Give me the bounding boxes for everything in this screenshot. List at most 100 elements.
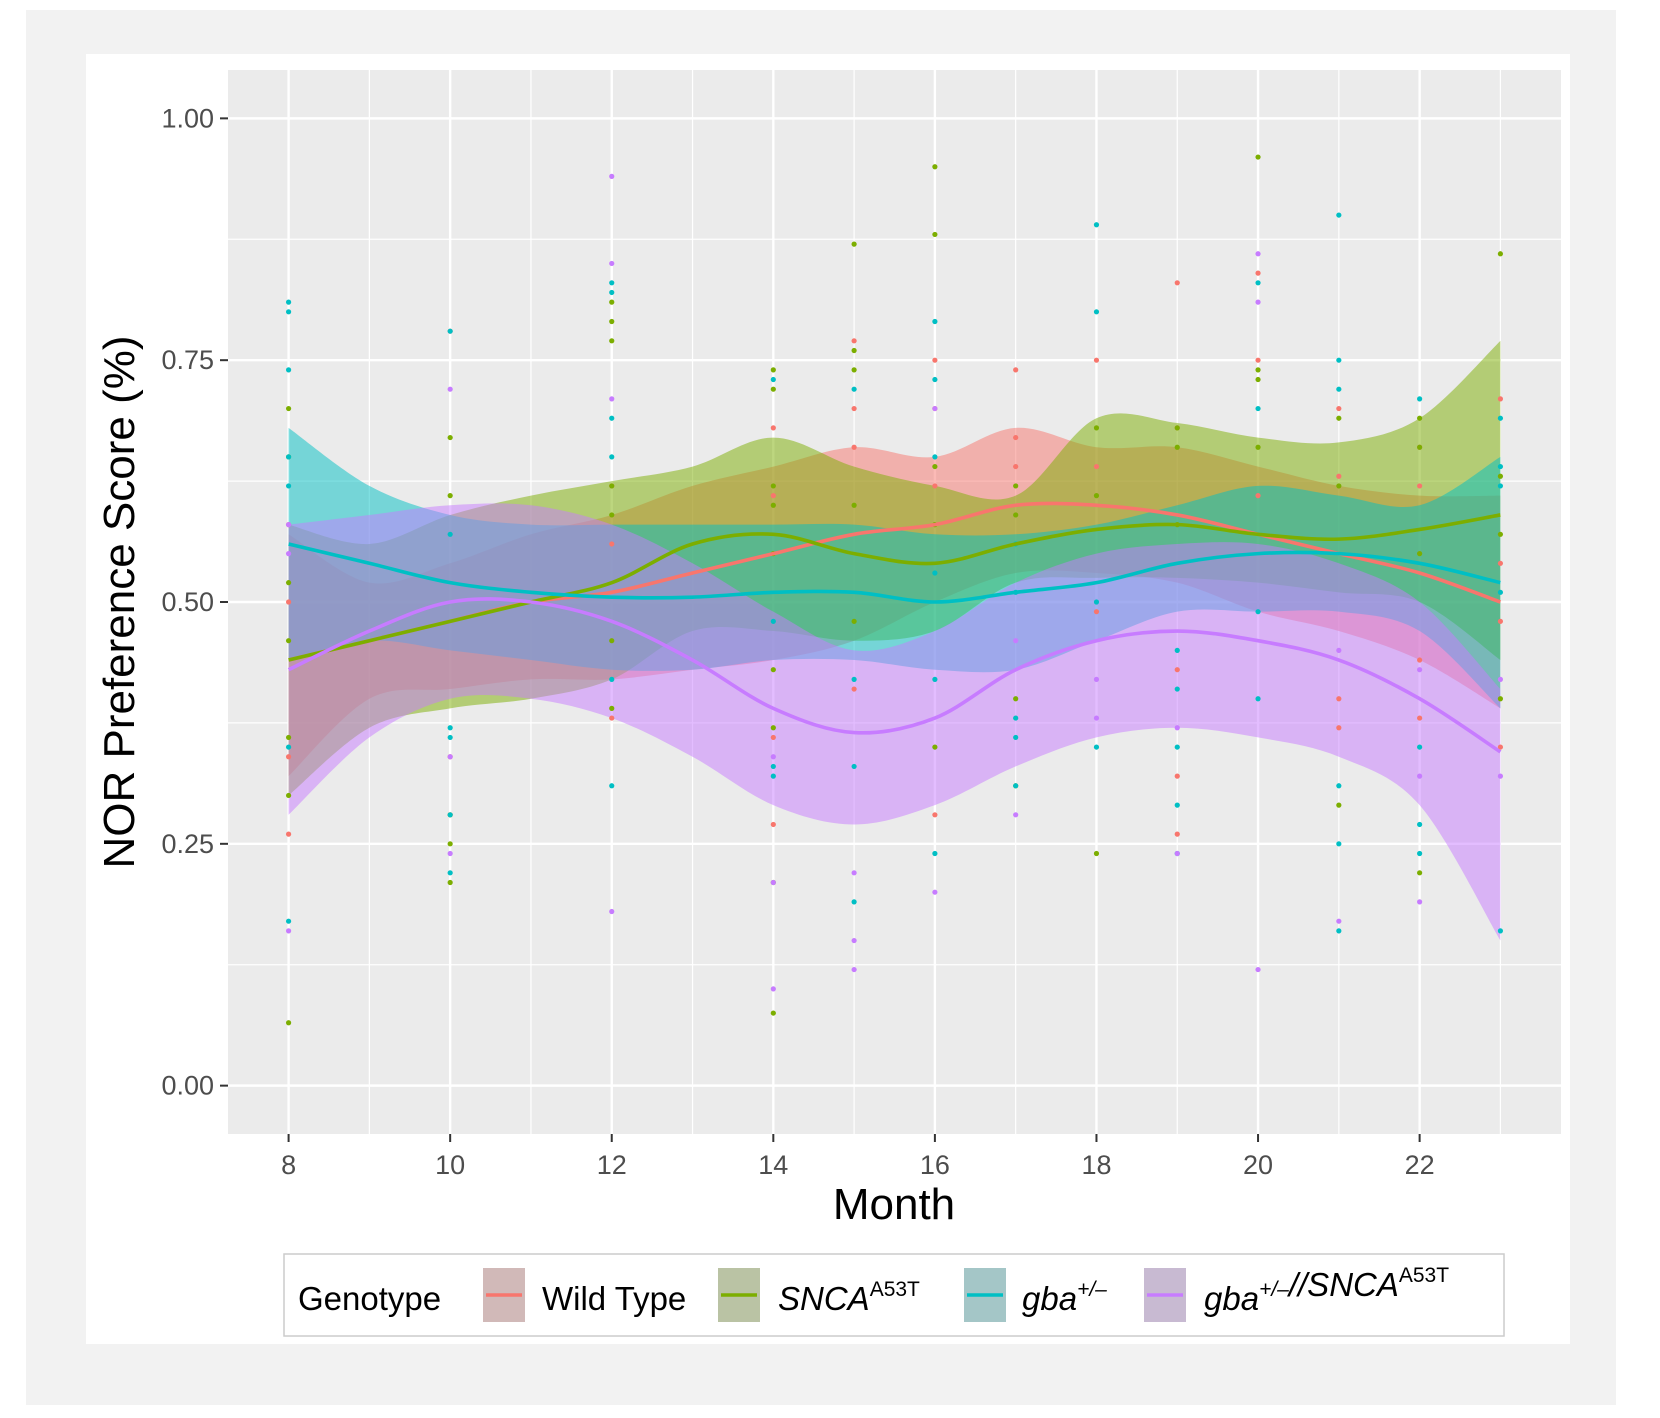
legend-item-series-3: gba+/–	[964, 1268, 1107, 1322]
data-point-series-3	[1013, 715, 1019, 721]
x-tick-label: 12	[597, 1150, 627, 1180]
data-point-series-2	[1336, 415, 1342, 421]
data-point-series-2	[1255, 154, 1261, 160]
data-point-series-3	[1013, 783, 1019, 789]
data-point-series-4	[285, 551, 292, 557]
data-point-series-2	[1013, 696, 1019, 702]
data-point-series-2	[609, 483, 615, 489]
data-point-series-3	[1417, 821, 1423, 828]
data-point-series-4	[932, 889, 938, 895]
data-point-series-2	[285, 792, 292, 799]
data-point-series-4	[1417, 899, 1423, 905]
data-point-series-3	[770, 763, 776, 770]
legend-title: Genotype	[298, 1280, 441, 1317]
data-point-series-3	[1093, 744, 1100, 750]
data-point-series-2	[851, 347, 857, 354]
y-axis: 0.00 0.25 0.50 0.75 1.00	[161, 103, 228, 1101]
data-point-series-2	[285, 1020, 292, 1026]
data-point-series-3	[447, 531, 453, 537]
legend-label-part: gba	[1022, 1280, 1077, 1317]
data-point-series-1	[932, 483, 938, 489]
data-point-series-3	[1255, 696, 1261, 702]
data-point-series-1	[1174, 280, 1180, 286]
data-point-series-1	[1497, 618, 1504, 624]
data-point-series-3	[1336, 928, 1342, 934]
data-point-series-1	[851, 405, 857, 412]
smooth-line-series-3	[288, 542, 1501, 604]
data-point-series-1	[1336, 725, 1342, 731]
data-point-series-2	[447, 879, 453, 886]
data-point-series-3	[285, 454, 292, 460]
data-point-series-3	[932, 850, 938, 857]
data-point-series-2	[1497, 473, 1504, 479]
data-point-series-3	[609, 415, 615, 421]
data-point-series-3	[285, 367, 292, 373]
data-point-series-4	[851, 966, 857, 973]
y-tick-label: 0.00	[161, 1071, 214, 1101]
legend-label-part: +/–	[1077, 1278, 1107, 1301]
data-point-series-4	[851, 870, 857, 876]
data-point-series-2	[1255, 444, 1261, 450]
data-point-series-4	[1093, 715, 1100, 721]
data-point-series-4	[1255, 251, 1261, 257]
data-point-series-3	[770, 773, 776, 779]
data-point-series-4	[851, 937, 857, 944]
data-point-series-4	[447, 386, 453, 392]
data-point-series-2	[285, 405, 292, 412]
data-point-series-3	[1093, 309, 1100, 315]
data-point-series-3	[447, 328, 453, 334]
data-point-series-3	[1417, 396, 1423, 402]
legend: Genotype Wild Type SNCA A53T gba+/– gba+/– //…	[283, 1253, 1505, 1337]
data-point-series-3	[1497, 483, 1504, 489]
data-point-series-3	[285, 918, 292, 924]
data-point-series-3	[1336, 783, 1342, 789]
data-point-series-2	[1336, 483, 1342, 489]
data-point-series-1	[1013, 463, 1019, 470]
data-point-series-3	[770, 376, 776, 383]
confidence-bands	[288, 340, 1501, 941]
data-point-series-2	[770, 386, 776, 392]
data-point-series-2	[1013, 483, 1019, 489]
data-point-series-1	[1255, 270, 1261, 276]
x-tick-label: 14	[758, 1150, 788, 1180]
data-point-series-4	[609, 260, 615, 267]
data-point-series-2	[447, 434, 453, 441]
data-point-series-2	[770, 725, 776, 731]
data-point-series-2	[285, 734, 292, 741]
data-point-series-4	[1336, 918, 1342, 924]
data-point-series-2	[609, 299, 615, 305]
data-point-series-3	[609, 454, 615, 460]
data-point-series-4	[1013, 638, 1019, 644]
data-point-series-1	[770, 425, 776, 431]
data-point-series-2	[1174, 444, 1180, 450]
data-point-series-3	[285, 483, 292, 489]
data-point-series-4	[1417, 667, 1423, 673]
data-point-series-4	[1336, 647, 1342, 653]
data-point-series-3	[851, 763, 857, 770]
data-point-series-3	[1336, 841, 1342, 847]
data-point-series-1	[609, 715, 615, 721]
data-point-series-1	[1497, 396, 1504, 402]
data-point-series-4	[1174, 725, 1180, 731]
x-axis: 8 10 12 14 16 18 20 22	[281, 1134, 1435, 1180]
data-point-series-3	[1497, 928, 1504, 934]
x-tick-label: 18	[1081, 1150, 1111, 1180]
data-point-series-2	[1417, 415, 1423, 421]
legend-label-part: SNCA	[778, 1280, 870, 1317]
data-point-series-3	[1255, 405, 1261, 412]
data-point-series-1	[1093, 357, 1100, 363]
data-point-series-3	[932, 454, 938, 460]
legend-item-series-1: Wild Type	[483, 1268, 686, 1322]
legend-label-part: A53T	[1399, 1264, 1449, 1287]
data-point-series-1	[1013, 434, 1019, 441]
data-point-series-2	[932, 463, 938, 470]
data-point-series-4	[1497, 773, 1504, 779]
data-point-series-2	[851, 367, 857, 373]
data-point-series-1	[285, 599, 292, 605]
legend-label-part: //SNCA	[1287, 1266, 1399, 1303]
data-point-series-3	[1417, 744, 1423, 750]
data-point-series-3	[1417, 850, 1423, 857]
data-point-series-2	[609, 512, 615, 518]
data-point-series-2	[851, 502, 857, 508]
data-point-series-3	[1255, 280, 1261, 286]
